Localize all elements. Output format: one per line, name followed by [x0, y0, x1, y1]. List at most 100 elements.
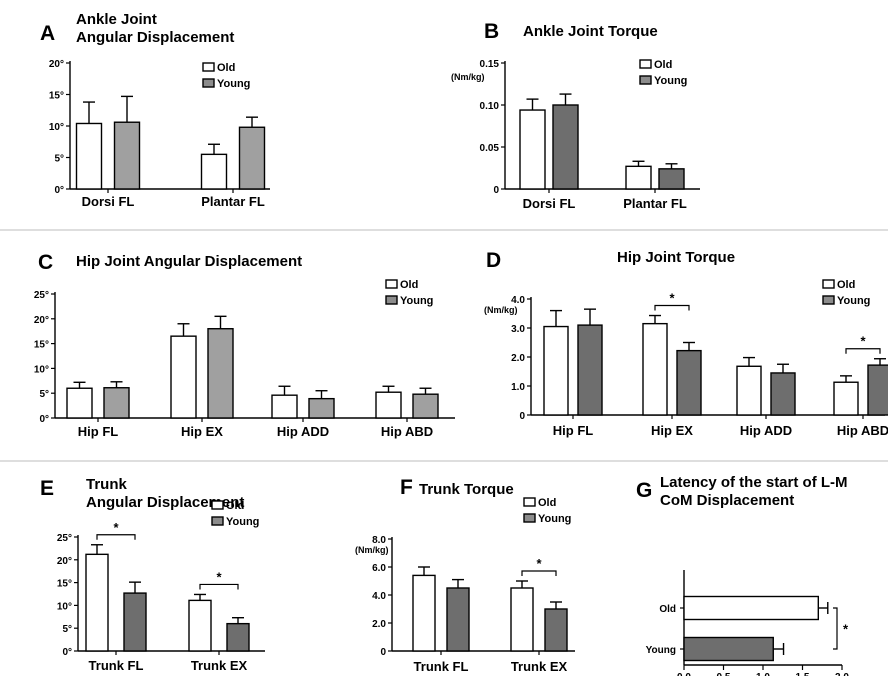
y-tick-label: 0° — [54, 185, 64, 196]
bar-old — [188, 599, 212, 652]
legend-label-old: Old — [538, 497, 556, 509]
legend-label-old: Old — [217, 62, 235, 74]
bar-young — [412, 393, 439, 419]
legend: Old Young — [211, 500, 259, 528]
legend-swatch-young — [385, 295, 398, 305]
y-tick-label: 5° — [62, 624, 72, 635]
bar-young — [207, 328, 234, 419]
bar-old — [519, 109, 546, 190]
bar-old — [833, 381, 859, 416]
bar-young — [577, 324, 603, 416]
legend-swatch-young — [639, 75, 652, 85]
legend-swatch-young — [202, 78, 215, 88]
bar-old — [200, 153, 228, 190]
y-tick-label: 2.0 — [372, 619, 386, 630]
panel-letter: A — [40, 22, 55, 45]
y-tick-label: 0.15 — [480, 59, 500, 70]
category-label: Plantar FL — [201, 194, 265, 209]
x-tick-label: 0.5 — [717, 672, 731, 676]
y-tick-label: 20° — [49, 59, 64, 70]
significance-bracket — [833, 607, 838, 650]
panel-D: D 0 1.0 2.0 3.0 4.0(Nm/kg) Hip FL Hip EX Hip ADD… — [484, 249, 888, 438]
y-tick-label: 15° — [49, 91, 64, 102]
category-label: Young — [646, 645, 676, 656]
y-tick-label: 0 — [493, 185, 499, 196]
legend: Old Young — [523, 497, 571, 525]
significance-star: * — [113, 520, 119, 535]
bar-young — [544, 608, 568, 652]
legend: Old Young — [385, 279, 433, 307]
legend: Old Young — [202, 62, 250, 90]
legend-label-young: Young — [226, 516, 259, 528]
category-label: Hip FL — [78, 424, 118, 439]
category-label: Trunk FL — [414, 659, 469, 674]
panel-B: B 0 0.05 0.10 0.15 (Nm/kg) Dorsi FL Plantar FL — [451, 20, 700, 211]
bar-young — [552, 104, 579, 190]
legend-label-young: Young — [217, 78, 250, 90]
legend-swatch-old — [202, 62, 215, 72]
bar-old — [683, 595, 820, 621]
y-tick-label: 0 — [519, 411, 525, 422]
y-tick-label: 1.0 — [511, 382, 525, 393]
y-tick-label: 10° — [34, 364, 49, 375]
legend-swatch-old — [639, 59, 652, 69]
bar-young — [103, 387, 130, 419]
category-label: Hip ADD — [740, 423, 792, 438]
bar-old — [625, 165, 652, 190]
category-label: Hip ABD — [381, 424, 433, 439]
significance-star: * — [843, 622, 849, 637]
panel-title: Latency of the start of L-M — [660, 474, 848, 491]
legend-swatch-old — [822, 279, 835, 289]
y-tick-label: 10° — [57, 601, 72, 612]
bar-young — [226, 622, 250, 652]
bar-old — [85, 553, 109, 652]
category-label: Hip EX — [181, 424, 223, 439]
category-label: Dorsi FL — [523, 196, 576, 211]
category-label: Trunk EX — [191, 658, 248, 673]
panel-letter: G — [636, 479, 652, 502]
bar-young — [113, 121, 141, 190]
y-tick-label: 3.0 — [511, 324, 525, 335]
bar-old — [543, 325, 569, 416]
panel-letter: E — [40, 477, 54, 500]
y-axis-unit: (Nm/kg) — [451, 72, 485, 82]
legend-swatch-old — [523, 497, 536, 507]
y-tick-label: 0° — [62, 647, 72, 658]
y-tick-label: 15° — [34, 340, 49, 351]
x-tick-label: 1.0 — [756, 672, 770, 676]
legend-swatch-young — [523, 513, 536, 523]
category-label: Plantar FL — [623, 196, 687, 211]
y-tick-label: 10° — [49, 122, 64, 133]
x-tick-label: 0.0 — [677, 672, 691, 676]
category-label: Hip ABD — [837, 423, 888, 438]
legend-swatch-old — [211, 500, 224, 510]
legend-swatch-young — [211, 516, 224, 526]
category-label: Dorsi FL — [82, 194, 135, 209]
y-tick-label: 8.0 — [372, 535, 386, 546]
significance-bracket — [845, 348, 881, 354]
significance-star: * — [216, 569, 222, 584]
significance-star: * — [536, 556, 542, 571]
legend-label-young: Young — [538, 513, 571, 525]
panel-F: F 0 2.0 4.0 6.0 8.0(Nm/kg) Trunk FL Trunk EX * — [355, 476, 575, 674]
bar-young — [770, 372, 796, 416]
bar-young — [123, 592, 147, 652]
panel-title: Hip Joint Torque — [617, 249, 735, 266]
y-tick-label: 5° — [54, 154, 64, 165]
category-label: Trunk EX — [511, 659, 568, 674]
y-tick-label: 25° — [57, 533, 72, 544]
panel-title: Angular Displacement — [86, 494, 244, 511]
significance-bracket — [654, 304, 690, 311]
panel-title: Ankle Joint — [76, 11, 157, 28]
legend-swatch-old — [385, 279, 398, 289]
bar-old — [170, 335, 197, 419]
panel-letter: D — [486, 249, 501, 272]
panel-title: Trunk — [86, 476, 127, 493]
bar-old — [510, 587, 534, 652]
y-tick-label: 25° — [34, 290, 49, 301]
significance-bracket — [521, 570, 557, 576]
bar-young — [238, 126, 266, 190]
legend-label-young: Young — [837, 295, 870, 307]
panel-E: E 0° 5° 10° 15° 20° 25° Trunk FL Trunk EX * * — [40, 477, 265, 673]
